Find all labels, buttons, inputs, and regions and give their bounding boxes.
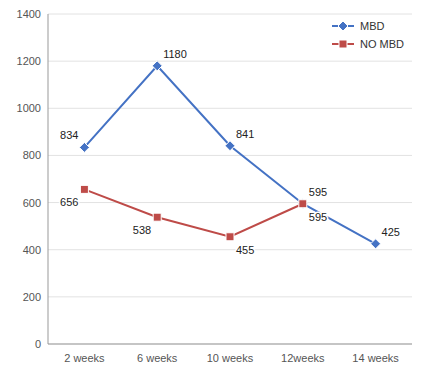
x-axis bbox=[48, 344, 412, 345]
legend-label: NO MBD bbox=[360, 38, 404, 50]
x-tick-label: 12weeks bbox=[281, 352, 325, 364]
grid-line bbox=[48, 249, 412, 250]
line bbox=[84, 66, 375, 244]
y-tick-label: 0 bbox=[35, 338, 41, 350]
data-label: 455 bbox=[236, 244, 254, 256]
point bbox=[298, 199, 308, 209]
y-tick-label: 1200 bbox=[17, 55, 41, 67]
data-label: 595 bbox=[309, 211, 327, 223]
legend-label: MBD bbox=[360, 20, 385, 32]
grid-line bbox=[48, 344, 412, 345]
grid-line bbox=[48, 108, 412, 109]
data-label: 595 bbox=[309, 186, 327, 198]
y-tick-label: 400 bbox=[23, 244, 41, 256]
data-label: 841 bbox=[236, 128, 254, 140]
legend-marker bbox=[339, 40, 347, 48]
y-tick-label: 1000 bbox=[17, 102, 41, 114]
x-tick-label: 14 weeks bbox=[352, 352, 399, 364]
legend-marker bbox=[338, 21, 348, 31]
point bbox=[152, 61, 162, 71]
grid-line bbox=[48, 61, 412, 62]
data-label: 425 bbox=[382, 226, 400, 238]
line bbox=[84, 189, 302, 236]
y-axis bbox=[48, 14, 49, 344]
y-tick-label: 600 bbox=[23, 197, 41, 209]
grid bbox=[48, 14, 412, 344]
x-tick-label: 6 weeks bbox=[137, 352, 178, 364]
y-tick-label: 200 bbox=[23, 291, 41, 303]
x-tick-label: 10 weeks bbox=[207, 352, 254, 364]
grid-line bbox=[48, 202, 412, 203]
point bbox=[80, 185, 88, 193]
data-label: 834 bbox=[60, 129, 78, 141]
data-label: 538 bbox=[133, 224, 151, 236]
data-labels: 834 1180 841 595 425 656 538 455 595 bbox=[60, 48, 400, 256]
x-tick-label: 2 weeks bbox=[64, 352, 105, 364]
data-label: 1180 bbox=[163, 48, 187, 60]
point bbox=[153, 213, 161, 221]
grid-line bbox=[48, 296, 412, 297]
point bbox=[79, 142, 89, 152]
y-tick-label: 1400 bbox=[17, 8, 41, 20]
plot-area bbox=[79, 61, 380, 249]
grid-line bbox=[48, 155, 412, 156]
legend: MBD NO MBD bbox=[332, 20, 404, 50]
point bbox=[371, 239, 381, 249]
data-label: 656 bbox=[60, 196, 78, 208]
chart: 0 200 400 600 800 1000 1200 1400 2 weeks 6 weeks 1… bbox=[0, 0, 426, 378]
grid-line bbox=[48, 14, 412, 15]
point bbox=[299, 200, 307, 208]
point bbox=[226, 233, 234, 241]
y-tick-label: 800 bbox=[23, 149, 41, 161]
point bbox=[225, 141, 235, 151]
chart-container: 0 200 400 600 800 1000 1200 1400 2 weeks 6 weeks 1… bbox=[0, 0, 426, 378]
